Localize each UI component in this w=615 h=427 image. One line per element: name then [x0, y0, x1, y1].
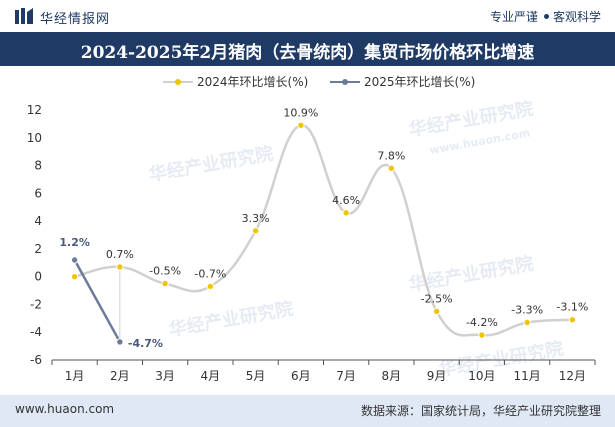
- axes: 12 10 8 6 4 2 0 -2 -4 -6 1月 2月 3月 4月 5月 6月 7月 8月 9月 10月 11月 1…: [27, 103, 596, 383]
- tagline-right: 客观科学: [552, 10, 601, 24]
- y-tick-label: 0: [34, 270, 42, 284]
- data-label-2024: 4.6%: [332, 194, 360, 207]
- watermark-text: 华经产业研究院: [437, 337, 565, 381]
- data-point-2024: [206, 282, 215, 291]
- data-point-2025: [70, 256, 79, 264]
- data-point-2024: [432, 307, 441, 316]
- y-tick-label: 2: [34, 242, 42, 256]
- data-label-2025: -4.7%: [128, 337, 163, 350]
- data-label-2024: 0.7%: [106, 248, 134, 261]
- data-label-2024: -2.5%: [421, 292, 453, 305]
- x-tick-label: 8月: [382, 369, 402, 383]
- y-tick-label: -2: [30, 297, 42, 311]
- x-tick-label: 5月: [246, 369, 266, 383]
- legend-label: 2024年环比增长(%): [197, 75, 308, 89]
- series-line-2025: [73, 259, 121, 343]
- data-point-2024: [387, 164, 396, 173]
- y-tick-label: -6: [30, 353, 42, 367]
- series-line-2024: [74, 124, 573, 337]
- x-tick-label: 9月: [427, 369, 447, 383]
- y-tick-label: 6: [34, 186, 42, 200]
- tagline: 专业严谨 客观科学: [490, 8, 601, 25]
- footer-source: 数据来源：国家统计局，华经产业研究院整理: [360, 404, 601, 418]
- data-label-2024: 7.8%: [377, 149, 405, 162]
- data-point-2024: [568, 316, 577, 324]
- data-label-2024: 3.3%: [242, 212, 270, 225]
- y-tick-label: 10: [27, 131, 42, 145]
- x-tick-label: 7月: [336, 369, 356, 383]
- watermark-text: 华经产业研究院: [147, 142, 275, 186]
- dot-separator-icon: [543, 14, 549, 19]
- y-tick-label: 4: [34, 214, 42, 228]
- line-chart: 华经产业研究院 www.huaon.com 华经产业研究院 华经产业研究院 华经…: [27, 75, 596, 383]
- y-tick-label: 12: [27, 103, 42, 117]
- data-point-2024: [251, 227, 260, 235]
- legend: 2024年环比增长(%) 2025年环比增长(%): [163, 75, 475, 89]
- x-tick-label: 11月: [513, 369, 540, 383]
- x-tick-label: 2月: [110, 369, 130, 383]
- chart-title: 2024-2025年2月猪肉（去骨统肉）集贸市场价格环比增速: [80, 43, 535, 63]
- data-label-2024: -0.5%: [149, 265, 181, 278]
- data-label-2024: -4.2%: [466, 316, 498, 329]
- brand-name: 华经情报网: [40, 12, 111, 27]
- x-tick-label: 6月: [291, 369, 311, 383]
- y-tick-label: -4: [30, 325, 42, 339]
- top-bar: 华经情报网 专业严谨 客观科学: [0, 0, 615, 32]
- tagline-left: 专业严谨: [489, 10, 538, 24]
- data-point-2024: [116, 263, 124, 271]
- x-tick-label: 12月: [559, 369, 586, 383]
- watermark-text: 华经产业研究院: [167, 297, 295, 341]
- data-point-2024: [523, 318, 531, 327]
- plot-area: 0.7% -0.5% -0.7% 3.3% 10.9% 4.6% 7.8% -2.5% -4.2…: [59, 106, 588, 350]
- x-tick-label: 10月: [468, 369, 495, 383]
- legend-label: 2025年环比增长(%): [364, 75, 475, 89]
- watermark-text: 华经产业研究院: [407, 252, 535, 296]
- x-tick-label: 3月: [155, 369, 175, 383]
- watermarks: 华经产业研究院 www.huaon.com 华经产业研究院 华经产业研究院 华经…: [147, 97, 565, 381]
- legend-swatch-marker: [342, 79, 348, 85]
- data-label-2024: -0.7%: [194, 267, 226, 280]
- data-label-2024: -3.3%: [511, 304, 543, 317]
- data-point-2024: [297, 121, 305, 129]
- x-tick-label: 4月: [201, 369, 221, 383]
- data-point-2024: [161, 279, 169, 288]
- data-point-2024: [342, 209, 350, 217]
- x-tick-label: 1月: [65, 369, 85, 383]
- y-tick-label: 8: [34, 159, 42, 173]
- data-point-2024: [70, 272, 79, 281]
- data-label-2025: 1.2%: [59, 236, 90, 249]
- legend-swatch-marker: [175, 79, 181, 85]
- data-point-2025: [116, 338, 124, 346]
- title-bar: [0, 32, 615, 66]
- huaon-logo-icon: [15, 8, 33, 24]
- data-label-2024: 10.9%: [283, 106, 318, 119]
- footer-site: www.huaon.com: [15, 402, 115, 416]
- data-point-2024: [478, 331, 486, 339]
- data-label-2024: -3.1%: [556, 301, 588, 314]
- footer-bar: [0, 395, 615, 427]
